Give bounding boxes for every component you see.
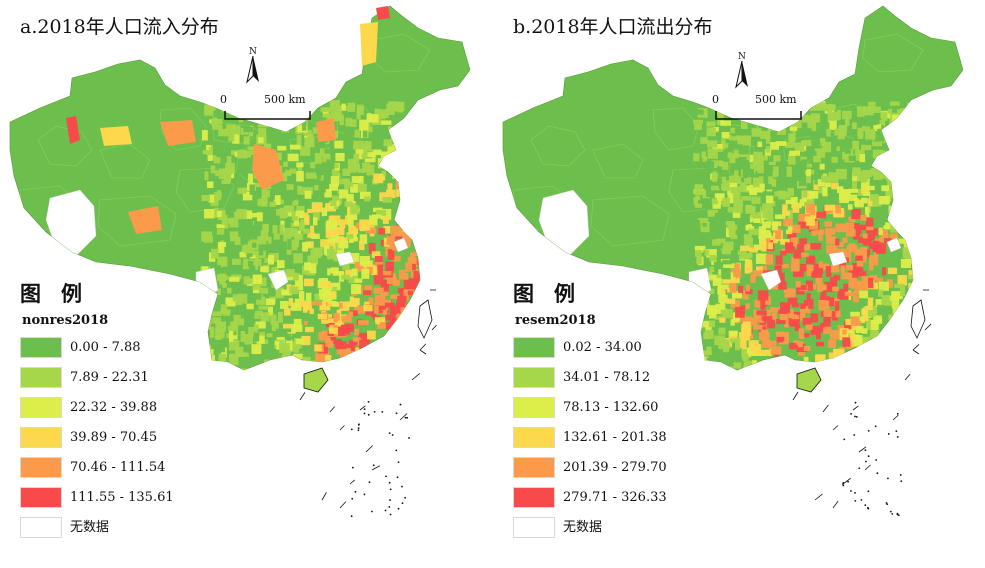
legend-item: 201.39 - 279.70 <box>513 457 667 487</box>
legend-label: 279.71 - 326.33 <box>563 490 667 505</box>
legend-heading: 图例 <box>20 281 102 306</box>
legend-swatch <box>20 457 62 478</box>
legend-swatch <box>20 427 62 448</box>
legend-item: 132.61 - 201.38 <box>513 427 667 457</box>
legend-item: 39.89 - 70.45 <box>20 427 174 457</box>
legend-field-name: resem2018 <box>515 313 596 328</box>
legend-label: 无数据 <box>70 520 110 535</box>
legend-item: 无数据 <box>513 517 667 547</box>
legend-label: 0.00 - 7.88 <box>70 340 141 355</box>
legend-label: 132.61 - 201.38 <box>563 430 667 445</box>
legend-label: 0.02 - 34.00 <box>563 340 642 355</box>
scale-bar <box>223 106 313 125</box>
map-panel-inflow: a.2018年人口流入分布 N 0 500 km 图例 nonres2018 0… <box>0 0 492 568</box>
scale-end-label: 500 km <box>264 93 306 106</box>
legend-label: 7.89 - 22.31 <box>70 370 149 385</box>
legend-swatch <box>513 397 555 418</box>
legend-swatch <box>513 337 555 358</box>
legend-item: 22.32 - 39.88 <box>20 397 174 427</box>
north-label: N <box>249 47 257 57</box>
scale-bar <box>714 106 804 125</box>
legend-list: 0.02 - 34.00 34.01 - 78.12 78.13 - 132.6… <box>513 337 667 547</box>
legend-label: 22.32 - 39.88 <box>70 400 158 415</box>
legend-heading: 图例 <box>513 281 595 306</box>
legend-item: 78.13 - 132.60 <box>513 397 667 427</box>
legend-swatch <box>20 487 62 508</box>
legend-item: 7.89 - 22.31 <box>20 367 174 397</box>
legend-swatch <box>513 487 555 508</box>
scale-end-label: 500 km <box>755 93 797 106</box>
legend-swatch <box>20 397 62 418</box>
legend-item: 0.02 - 34.00 <box>513 337 667 367</box>
legend-label: 70.46 - 111.54 <box>70 460 166 475</box>
legend-swatch <box>513 367 555 388</box>
legend-swatch <box>513 517 555 538</box>
legend-item: 279.71 - 326.33 <box>513 487 667 517</box>
legend-list: 0.00 - 7.88 7.89 - 22.31 22.32 - 39.88 3… <box>20 337 174 547</box>
map-title: a.2018年人口流入分布 <box>20 16 219 38</box>
legend-label: 201.39 - 279.70 <box>563 460 667 475</box>
legend-label: 34.01 - 78.12 <box>563 370 651 385</box>
legend-label: 39.89 - 70.45 <box>70 430 158 445</box>
legend-field-name: nonres2018 <box>22 313 109 328</box>
legend-item: 34.01 - 78.12 <box>513 367 667 397</box>
china-map-outflow <box>502 5 964 517</box>
map-panel-outflow: b.2018年人口流出分布 N 0 500 km 图例 resem2018 0.… <box>493 0 985 568</box>
legend-swatch <box>513 457 555 478</box>
legend-item: 无数据 <box>20 517 174 547</box>
legend-label: 111.55 - 135.61 <box>70 490 174 505</box>
legend-item: 70.46 - 111.54 <box>20 457 174 487</box>
legend-swatch <box>20 337 62 358</box>
legend-item: 111.55 - 135.61 <box>20 487 174 517</box>
china-map-inflow <box>9 5 471 518</box>
legend-item: 0.00 - 7.88 <box>20 337 174 367</box>
north-arrow-icon <box>244 50 262 92</box>
legend-swatch <box>513 427 555 448</box>
legend-label: 78.13 - 132.60 <box>563 400 659 415</box>
north-label: N <box>738 52 746 62</box>
map-title: b.2018年人口流出分布 <box>513 16 713 38</box>
scale-start-label: 0 <box>220 93 227 106</box>
north-arrow-icon <box>733 55 751 97</box>
scale-start-label: 0 <box>712 93 719 106</box>
legend-swatch <box>20 517 62 538</box>
legend-swatch <box>20 367 62 388</box>
legend-label: 无数据 <box>563 520 603 535</box>
